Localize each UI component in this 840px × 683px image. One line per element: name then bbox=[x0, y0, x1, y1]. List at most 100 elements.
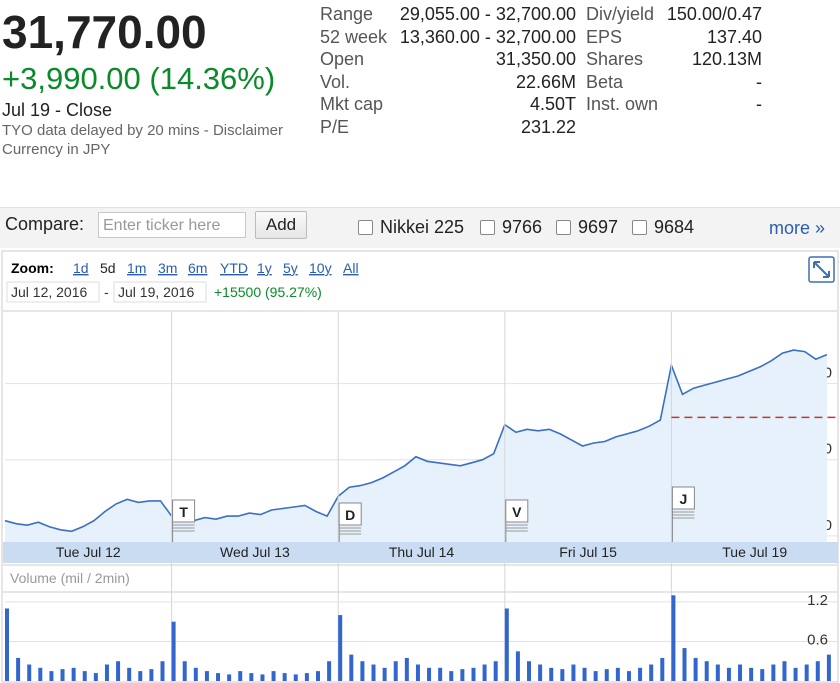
volume-bar bbox=[793, 667, 798, 681]
stat-value: 4.50T bbox=[529, 94, 576, 115]
volume-bar bbox=[593, 671, 598, 681]
volume-bar bbox=[749, 667, 754, 681]
volume-bar bbox=[160, 661, 165, 681]
zoom-option[interactable]: 1d bbox=[73, 260, 89, 276]
volume-bar bbox=[71, 667, 76, 681]
volume-bar bbox=[726, 667, 731, 681]
price: 31,770.00 bbox=[2, 6, 207, 58]
flag-label[interactable]: D bbox=[345, 507, 355, 523]
zoom-option[interactable]: 3m bbox=[158, 260, 177, 276]
delay-note: TYO data delayed by 20 mins - Disclaimer bbox=[2, 122, 283, 139]
zoom-option[interactable]: All bbox=[343, 260, 359, 276]
x-tick-label: Tue Jul 12 bbox=[56, 544, 121, 560]
volume-bar bbox=[404, 657, 409, 681]
volume-bar bbox=[504, 608, 509, 681]
volume-bar bbox=[638, 667, 643, 681]
zoom-option[interactable]: 10y bbox=[309, 260, 332, 276]
volume-bar bbox=[615, 667, 620, 681]
volume-bar bbox=[471, 667, 476, 681]
volume-bar bbox=[371, 664, 376, 681]
volume-bar bbox=[171, 621, 176, 681]
volume-bar bbox=[571, 664, 576, 681]
checkbox[interactable] bbox=[358, 220, 373, 235]
y-tick-label: 0.6 bbox=[807, 631, 828, 648]
volume-bar bbox=[182, 661, 187, 681]
compare-option[interactable]: 9697 bbox=[578, 217, 619, 237]
zoom-option[interactable]: 1m bbox=[127, 260, 146, 276]
range-separator: - bbox=[104, 284, 109, 300]
volume-bar bbox=[493, 661, 498, 681]
volume-bar bbox=[238, 671, 243, 681]
range-end-box bbox=[113, 281, 207, 303]
volume-bar bbox=[515, 651, 520, 681]
flag-label[interactable]: T bbox=[179, 504, 188, 520]
expand-icon[interactable] bbox=[808, 256, 835, 283]
expand-arrow[interactable] bbox=[813, 261, 830, 278]
flag-box[interactable] bbox=[505, 499, 529, 523]
volume-bar bbox=[49, 671, 54, 681]
volume-bar bbox=[5, 608, 9, 681]
volume-bar bbox=[138, 671, 143, 681]
stat-value: 31,350.00 bbox=[495, 49, 576, 70]
x-tick-label: Wed Jul 13 bbox=[220, 544, 290, 560]
volume-bar bbox=[427, 667, 432, 681]
stat-label: Beta bbox=[586, 71, 624, 92]
volume-bar bbox=[815, 661, 820, 681]
ticker-input[interactable]: Enter ticker here bbox=[98, 212, 246, 238]
volume-bar bbox=[415, 664, 420, 681]
volume-bar bbox=[704, 661, 709, 681]
compare-option[interactable]: 9684 bbox=[654, 217, 695, 237]
checkbox[interactable] bbox=[632, 220, 647, 235]
volume-bar bbox=[693, 657, 698, 681]
volume-bar bbox=[549, 667, 554, 681]
volume-bar bbox=[60, 669, 65, 681]
zoom-option[interactable]: 5y bbox=[283, 260, 298, 276]
zoom-option[interactable]: 1y bbox=[257, 260, 272, 276]
volume-title: Volume (mil / 2min) bbox=[10, 570, 130, 586]
x-tick-label: Tue Jul 19 bbox=[722, 544, 787, 560]
stat-label: P/E bbox=[320, 117, 350, 137]
compare-option[interactable]: Nikkei 225 bbox=[380, 217, 465, 237]
volume-bar bbox=[538, 664, 543, 681]
volume-bar bbox=[271, 671, 276, 681]
more-link[interactable]: more » bbox=[769, 218, 826, 238]
price-area bbox=[5, 350, 838, 542]
flag-box[interactable] bbox=[338, 502, 362, 526]
zoom-label: Zoom: bbox=[11, 260, 54, 276]
volume-bar bbox=[804, 664, 809, 681]
compare-option[interactable]: 9766 bbox=[502, 217, 543, 237]
zoom-option[interactable]: 5d bbox=[100, 260, 116, 276]
volume-bar bbox=[93, 673, 98, 681]
volume-bar bbox=[304, 673, 309, 681]
volume-bar bbox=[482, 664, 487, 681]
zoom-option[interactable]: 6m bbox=[188, 260, 207, 276]
currency: Currency in JPY bbox=[2, 141, 111, 158]
checkbox[interactable] bbox=[556, 220, 571, 235]
flag-label[interactable]: J bbox=[680, 491, 688, 507]
volume-bar bbox=[315, 671, 320, 681]
stat-label: Div/yield bbox=[586, 4, 655, 24]
add-button[interactable]: Add bbox=[255, 211, 307, 239]
zoom-option[interactable]: YTD bbox=[220, 260, 248, 276]
range-end: Jul 19, 2016 bbox=[118, 284, 194, 300]
stat-label: Range bbox=[320, 4, 374, 24]
volume-bar bbox=[682, 648, 687, 681]
volume-bar bbox=[649, 664, 654, 681]
volume-bar bbox=[127, 667, 132, 681]
stat-value: 150.00/0.47 bbox=[666, 4, 762, 24]
flag-box[interactable] bbox=[172, 499, 196, 523]
stat-label: Shares bbox=[586, 49, 644, 70]
flag-label[interactable]: V bbox=[512, 504, 522, 520]
checkbox[interactable] bbox=[480, 220, 495, 235]
volume-bar bbox=[327, 661, 332, 681]
stat-value: 137.40 bbox=[706, 26, 762, 47]
stat-value: 231.22 bbox=[520, 117, 576, 137]
volume-bar bbox=[349, 654, 354, 681]
chart-group: Zoom: 1d 5d 1m 3m 6m YTD 1y 5y 10y All Jul 12, 2016… bbox=[1, 250, 839, 683]
chart-panel: Zoom: 1d 5d 1m 3m 6m YTD 1y 5y 10y All Jul 12, 2016… bbox=[1, 250, 839, 683]
flag-box[interactable] bbox=[671, 486, 695, 510]
volume-bar bbox=[360, 661, 365, 681]
volume-bar bbox=[604, 669, 609, 681]
volume-bar bbox=[227, 674, 232, 681]
